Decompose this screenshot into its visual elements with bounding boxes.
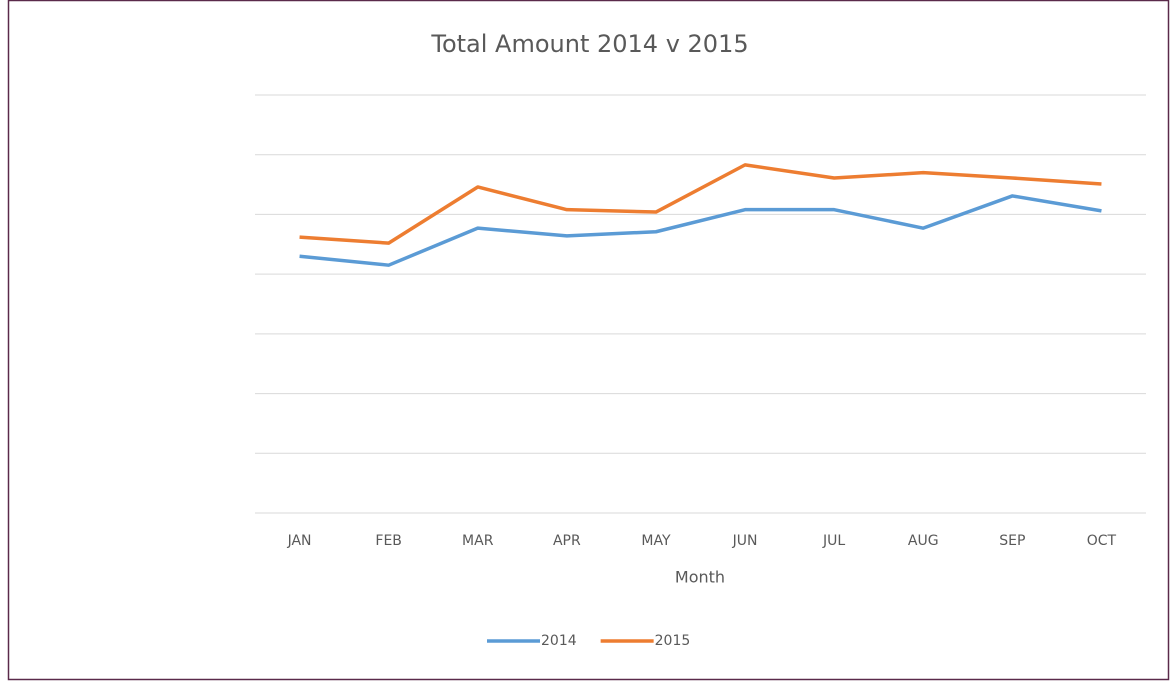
chart-title: Total Amount 2014 v 2015 bbox=[430, 30, 748, 58]
x-tick-label: FEB bbox=[375, 533, 402, 549]
x-axis-label: Month bbox=[675, 568, 725, 587]
x-tick-label: JUL bbox=[822, 533, 845, 549]
x-tick-label: APR bbox=[553, 533, 581, 549]
legend-label: 2015 bbox=[655, 633, 691, 649]
line-series bbox=[299, 163, 1102, 245]
x-tick-label: MAY bbox=[641, 533, 671, 549]
x-tick-label: AUG bbox=[908, 533, 939, 549]
x-tick-label: SEP bbox=[999, 533, 1025, 549]
x-tick-label: OCT bbox=[1087, 533, 1117, 549]
x-tick-label: JAN bbox=[287, 533, 312, 549]
x-tick-label: MAR bbox=[462, 533, 494, 549]
x-tick-label: JUN bbox=[732, 533, 758, 549]
legend-label: 2014 bbox=[541, 633, 577, 649]
chart-border bbox=[7, 0, 1170, 681]
line-series bbox=[299, 194, 1102, 267]
